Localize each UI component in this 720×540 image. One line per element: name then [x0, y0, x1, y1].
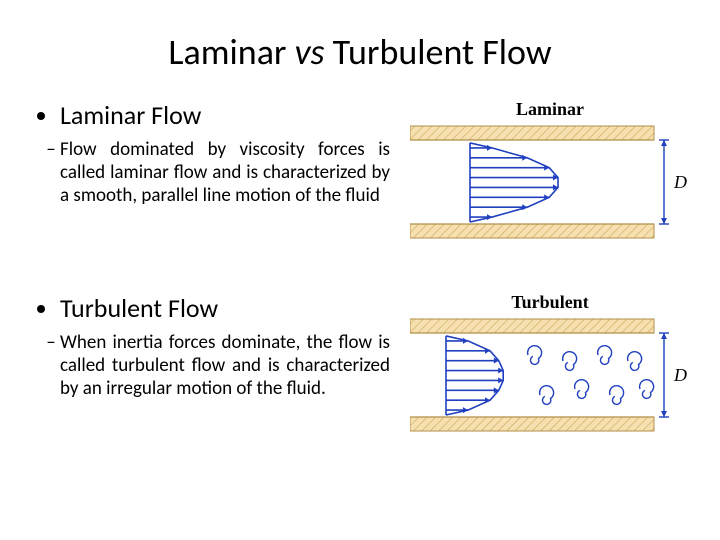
turbulent-fig-label: Turbulent [511, 292, 588, 313]
laminar-figure: Laminar D [410, 99, 690, 242]
content: Laminar Flow Flow dominated by viscosity… [30, 99, 690, 435]
laminar-section: Laminar Flow Flow dominated by viscosity… [30, 99, 690, 242]
turbulent-diagram: D [410, 315, 690, 435]
laminar-desc: Flow dominated by viscosity forces is ca… [60, 139, 390, 207]
laminar-heading: Laminar Flow [60, 99, 390, 131]
turbulent-heading: Turbulent Flow [60, 292, 390, 324]
slide: Laminar vs Turbulent Flow Laminar Flow F… [0, 0, 720, 540]
svg-text:D: D [673, 365, 687, 385]
laminar-fig-label: Laminar [516, 99, 584, 120]
laminar-text: Laminar Flow Flow dominated by viscosity… [30, 99, 390, 207]
svg-text:D: D [673, 172, 687, 192]
turbulent-figure: Turbulent D [410, 292, 690, 435]
title-vs: vs [295, 30, 325, 74]
turbulent-section: Turbulent Flow When inertia forces domin… [30, 292, 690, 435]
laminar-diagram: D [410, 122, 690, 242]
turbulent-text: Turbulent Flow When inertia forces domin… [30, 292, 390, 400]
title-post: Turbulent Flow [325, 30, 552, 74]
title-pre: Laminar [168, 30, 294, 74]
page-title: Laminar vs Turbulent Flow [30, 30, 690, 74]
turbulent-desc: When inertia forces dominate, the flow i… [60, 332, 390, 400]
